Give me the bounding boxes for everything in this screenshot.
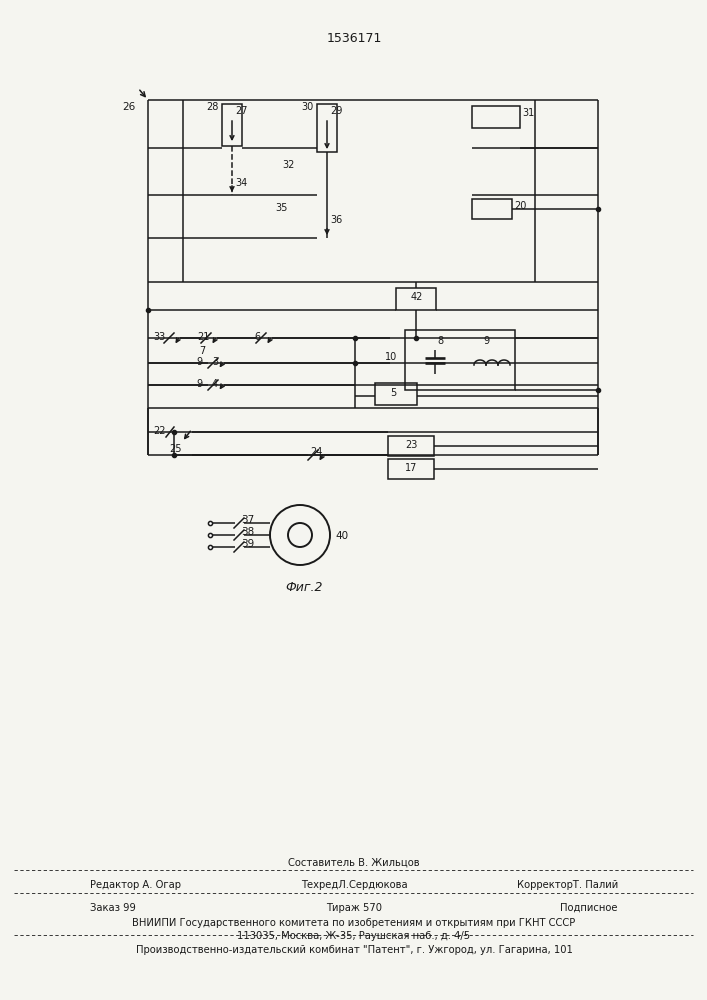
Text: 17: 17 xyxy=(405,463,417,473)
Text: ВНИИПИ Государственного комитета по изобретениям и открытиям при ГКНТ СССР: ВНИИПИ Государственного комитета по изоб… xyxy=(132,918,575,928)
Text: 24: 24 xyxy=(310,447,322,457)
Text: 4: 4 xyxy=(212,379,218,389)
Text: 10: 10 xyxy=(385,352,397,362)
Text: 9: 9 xyxy=(196,379,202,389)
Text: 21: 21 xyxy=(197,332,209,342)
Text: 3: 3 xyxy=(212,357,218,367)
Text: 31: 31 xyxy=(522,108,534,118)
Text: 29: 29 xyxy=(330,106,342,116)
Text: 25: 25 xyxy=(169,444,182,454)
Text: 32: 32 xyxy=(282,160,294,170)
Text: КорректорТ. Палий: КорректорТ. Палий xyxy=(517,880,618,890)
Bar xyxy=(222,104,242,146)
Text: 34: 34 xyxy=(235,178,247,188)
Text: 39: 39 xyxy=(241,539,255,549)
Text: Подписное: Подписное xyxy=(561,903,618,913)
Text: 20: 20 xyxy=(514,201,527,211)
Text: Составитель В. Жильцов: Составитель В. Жильцов xyxy=(288,858,420,868)
Text: 9: 9 xyxy=(196,357,202,367)
Text: 35: 35 xyxy=(275,203,287,213)
Text: 9: 9 xyxy=(483,336,489,346)
Text: 30: 30 xyxy=(302,102,314,112)
Text: 36: 36 xyxy=(330,215,342,225)
Text: 42: 42 xyxy=(411,292,423,302)
Bar xyxy=(472,199,512,219)
Text: 7: 7 xyxy=(199,346,205,356)
Text: 5: 5 xyxy=(390,388,396,398)
Text: Тираж 570: Тираж 570 xyxy=(326,903,382,913)
Bar xyxy=(396,288,436,310)
Bar xyxy=(405,330,515,390)
Bar xyxy=(388,459,434,479)
Text: 22: 22 xyxy=(153,426,165,436)
Bar xyxy=(317,104,337,152)
Text: 38: 38 xyxy=(241,527,255,537)
Text: 40: 40 xyxy=(335,531,348,541)
Text: 28: 28 xyxy=(206,102,219,112)
Bar xyxy=(375,383,417,405)
Text: 27: 27 xyxy=(235,106,247,116)
Text: 8: 8 xyxy=(437,336,443,346)
Text: Заказ 99: Заказ 99 xyxy=(90,903,136,913)
Text: 33: 33 xyxy=(153,332,165,342)
Bar xyxy=(472,106,520,128)
Text: Фиг.2: Фиг.2 xyxy=(285,581,322,594)
Text: Производственно-издательский комбинат "Патент", г. Ужгород, ул. Гагарина, 101: Производственно-издательский комбинат "П… xyxy=(136,945,573,955)
Text: 23: 23 xyxy=(405,440,417,450)
Text: Редактор А. Огар: Редактор А. Огар xyxy=(90,880,181,890)
Text: 26: 26 xyxy=(123,102,136,112)
Text: ТехредЛ.Сердюкова: ТехредЛ.Сердюкова xyxy=(300,880,407,890)
Text: 1536171: 1536171 xyxy=(327,32,382,45)
Text: 113035, Москва, Ж-35, Раушская наб., д. 4/5: 113035, Москва, Ж-35, Раушская наб., д. … xyxy=(238,931,471,941)
Bar xyxy=(388,436,434,456)
Text: 37: 37 xyxy=(241,515,255,525)
Text: 6: 6 xyxy=(254,332,260,342)
